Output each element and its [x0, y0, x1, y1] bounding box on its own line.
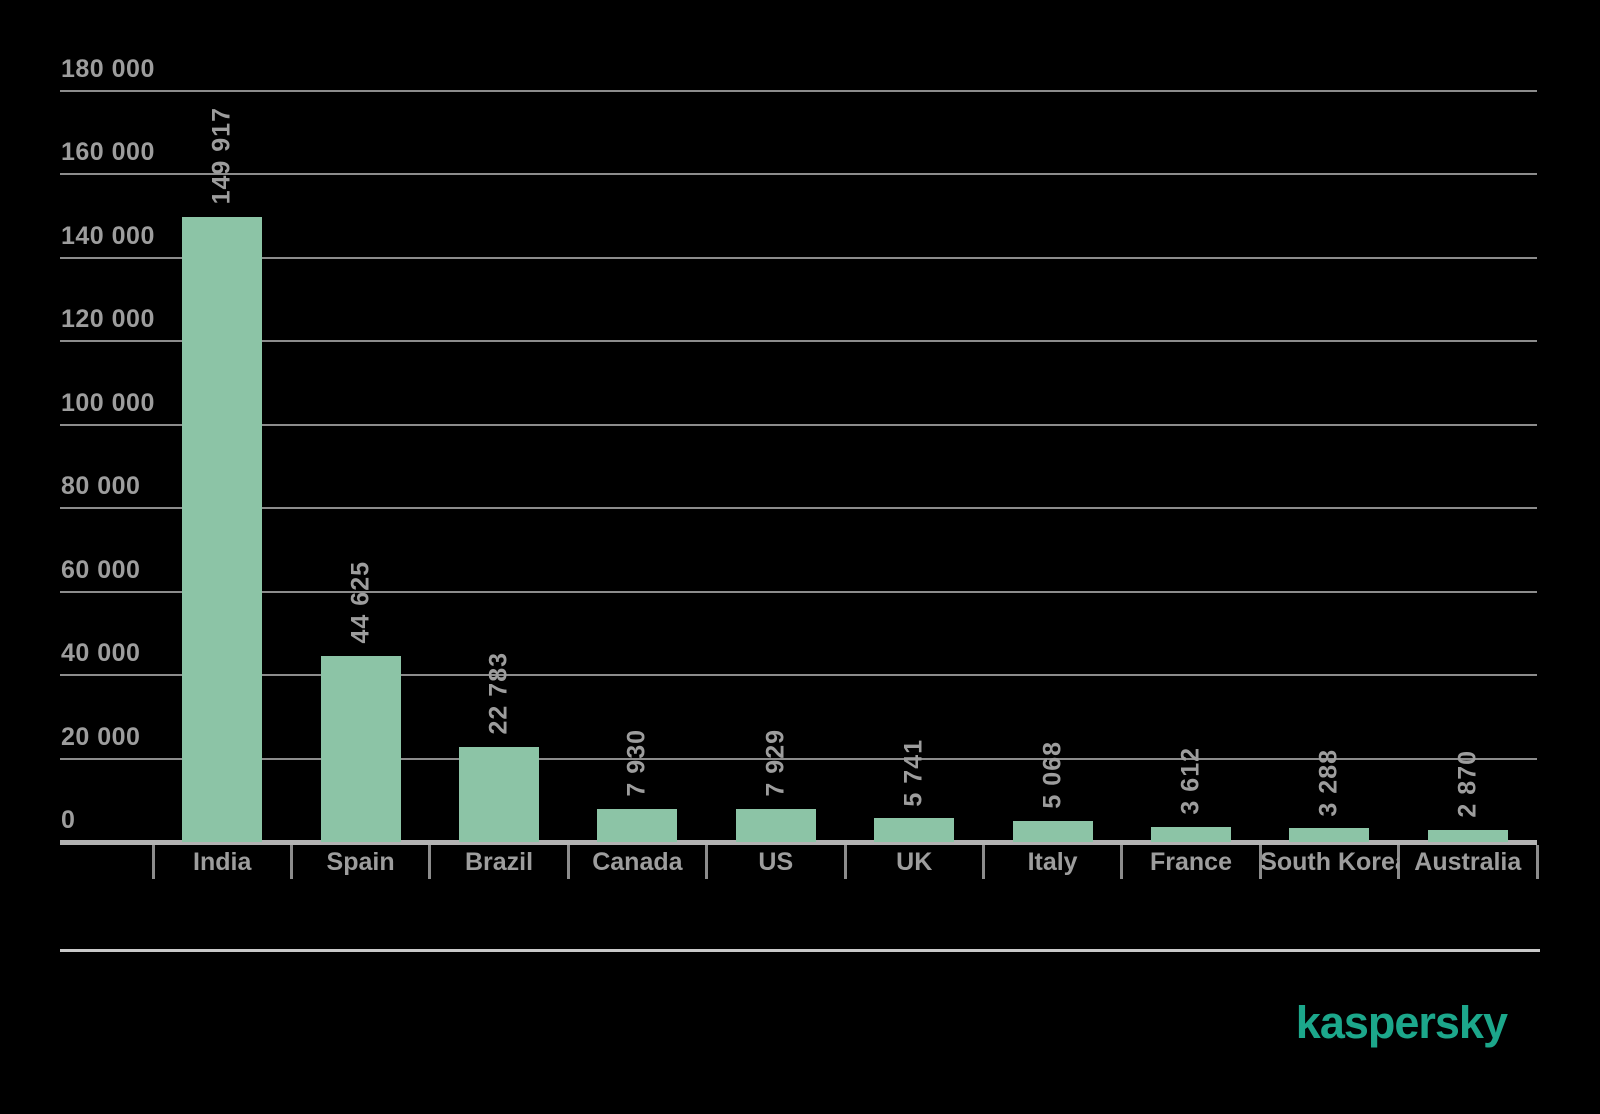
category-separator: [1258, 845, 1262, 879]
category-separator: [705, 845, 709, 879]
category-separator: [1397, 845, 1401, 879]
y-tick-label: 20 000: [61, 722, 141, 751]
y-tick-label: 180 000: [61, 55, 155, 83]
bar: [459, 746, 539, 842]
footer-rule: [60, 949, 1540, 952]
bar-value-label: 44 625: [345, 561, 374, 644]
bar: [182, 216, 263, 842]
gridline: [60, 90, 1537, 92]
category-separator: [981, 845, 985, 879]
y-tick-label: 80 000: [61, 472, 141, 501]
category-label: India: [193, 848, 252, 876]
gridline: [60, 757, 1537, 760]
bar-value-label: 3 288: [1314, 748, 1343, 817]
bar: [735, 808, 816, 842]
x-axis-baseline: [60, 840, 1537, 845]
bar: [1427, 830, 1508, 842]
category-separator: [843, 845, 847, 879]
bar-value-label: 5 068: [1037, 741, 1066, 809]
y-tick-label: 140 000: [61, 221, 155, 250]
category-separator: [566, 845, 570, 879]
bar: [874, 818, 955, 842]
category-separator: [428, 845, 432, 879]
bar-value-label: 3 612: [1176, 747, 1205, 815]
y-tick-label: 0: [61, 806, 76, 834]
category-label: Italy: [1027, 848, 1078, 876]
bar-value-label: 149 917: [207, 107, 236, 205]
kaspersky-logo: kaspersky: [1295, 997, 1508, 1048]
category-label: Brazil: [464, 848, 534, 876]
category-label: US: [758, 848, 794, 876]
gridline: [60, 674, 1537, 677]
bar: [1012, 820, 1093, 842]
gridline: [60, 507, 1537, 510]
gridline: [60, 340, 1537, 343]
category-separator: [289, 845, 293, 879]
bar: [1151, 826, 1231, 842]
category-separator: [151, 845, 155, 879]
bar-value-label: 7 929: [761, 729, 790, 797]
y-tick-label: 60 000: [61, 555, 141, 584]
bar-value-label: 22 783: [484, 652, 513, 735]
gridline: [60, 423, 1537, 426]
category-separator: [1535, 845, 1539, 879]
bar-value-label: 7 930: [622, 729, 651, 797]
bar-value-label: 5 741: [899, 738, 928, 807]
category-label: Australia: [1414, 848, 1522, 876]
category-label: Spain: [326, 848, 395, 876]
y-tick-label: 100 000: [61, 388, 155, 417]
gridline: [60, 173, 1537, 176]
category-label: UK: [896, 848, 933, 876]
y-tick-label: 160 000: [61, 138, 155, 167]
category-label: France: [1150, 848, 1232, 876]
y-tick-label: 120 000: [61, 305, 155, 334]
gridline: [60, 590, 1537, 593]
bar: [320, 655, 401, 842]
category-separator: [1120, 845, 1124, 879]
bar: [1289, 828, 1370, 842]
bar-value-label: 2 870: [1453, 750, 1482, 819]
gridline: [60, 256, 1537, 259]
category-label: South Korea: [1260, 848, 1399, 876]
y-tick-label: 40 000: [61, 639, 141, 668]
bar: [597, 808, 678, 842]
category-label: Canada: [592, 848, 683, 876]
